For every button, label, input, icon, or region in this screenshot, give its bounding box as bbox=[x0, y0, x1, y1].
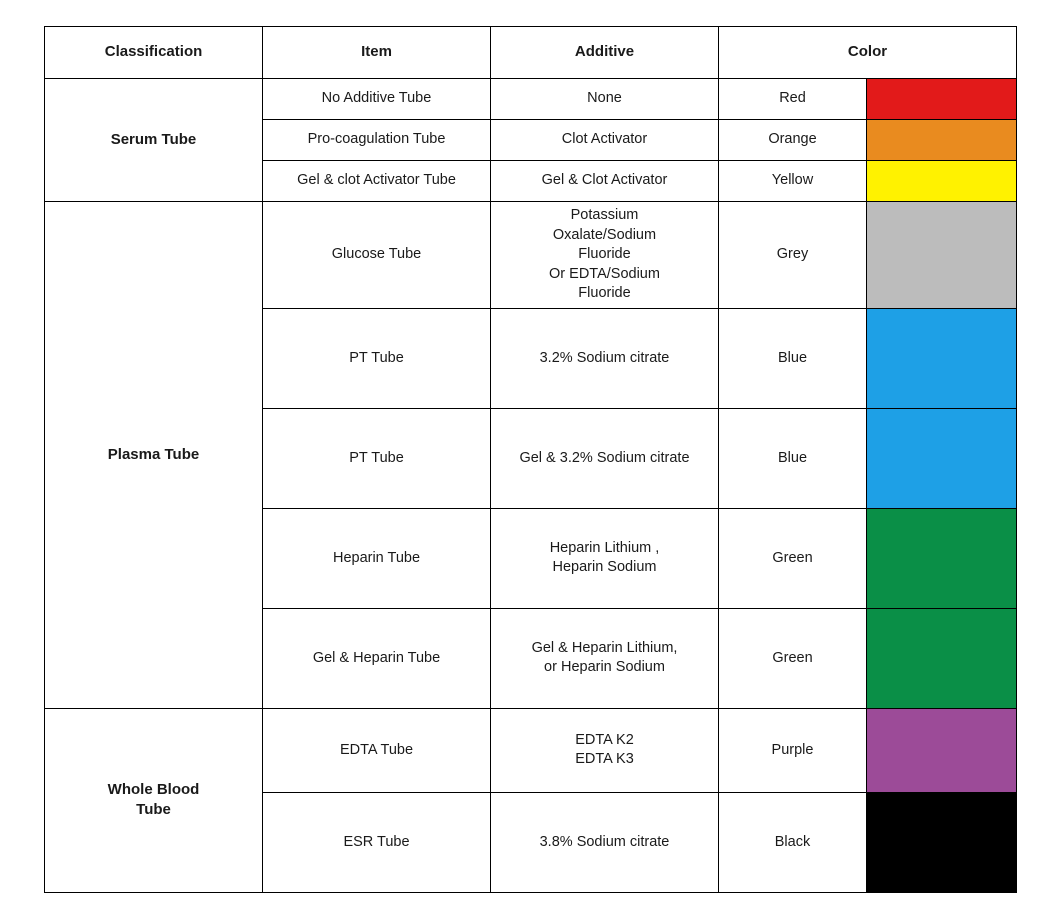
cell-item: Pro-coagulation Tube bbox=[263, 120, 491, 161]
cell-additive: None bbox=[491, 79, 719, 120]
cell-additive: Gel & 3.2% Sodium citrate bbox=[491, 408, 719, 508]
cell-additive: Heparin Lithium ,Heparin Sodium bbox=[491, 508, 719, 608]
table-row: Plasma Tube Glucose Tube PotassiumOxalat… bbox=[45, 202, 1017, 309]
table-row: Whole BloodTube EDTA Tube EDTA K2EDTA K3… bbox=[45, 708, 1017, 792]
cell-item: Gel & Heparin Tube bbox=[263, 608, 491, 708]
color-swatch bbox=[867, 120, 1017, 161]
cell-item: No Additive Tube bbox=[263, 79, 491, 120]
cell-color: Yellow bbox=[719, 161, 867, 202]
cell-item: ESR Tube bbox=[263, 792, 491, 892]
cell-color: Purple bbox=[719, 708, 867, 792]
cell-color: Black bbox=[719, 792, 867, 892]
cell-item: Heparin Tube bbox=[263, 508, 491, 608]
cell-item: PT Tube bbox=[263, 308, 491, 408]
cell-color: Grey bbox=[719, 202, 867, 309]
table-row: Serum Tube No Additive Tube None Red bbox=[45, 79, 1017, 120]
cell-additive: Gel & Heparin Lithium,or Heparin Sodium bbox=[491, 608, 719, 708]
classification-plasma: Plasma Tube bbox=[45, 202, 263, 709]
cell-color: Orange bbox=[719, 120, 867, 161]
cell-color: Green bbox=[719, 508, 867, 608]
classification-whole-blood: Whole BloodTube bbox=[45, 708, 263, 892]
color-swatch bbox=[867, 202, 1017, 309]
cell-item: PT Tube bbox=[263, 408, 491, 508]
cell-additive: Gel & Clot Activator bbox=[491, 161, 719, 202]
color-swatch bbox=[867, 708, 1017, 792]
tube-classification-table: Classification Item Additive Color Serum… bbox=[44, 26, 1017, 893]
table-header-row: Classification Item Additive Color bbox=[45, 27, 1017, 79]
cell-item: Gel & clot Activator Tube bbox=[263, 161, 491, 202]
cell-additive: Clot Activator bbox=[491, 120, 719, 161]
cell-color: Red bbox=[719, 79, 867, 120]
color-swatch bbox=[867, 608, 1017, 708]
color-swatch bbox=[867, 408, 1017, 508]
cell-color: Blue bbox=[719, 408, 867, 508]
cell-additive: PotassiumOxalate/SodiumFluorideOr EDTA/S… bbox=[491, 202, 719, 309]
color-swatch bbox=[867, 161, 1017, 202]
cell-color: Green bbox=[719, 608, 867, 708]
color-swatch bbox=[867, 508, 1017, 608]
classification-serum: Serum Tube bbox=[45, 79, 263, 202]
col-additive: Additive bbox=[491, 27, 719, 79]
color-swatch bbox=[867, 308, 1017, 408]
col-item: Item bbox=[263, 27, 491, 79]
cell-item: Glucose Tube bbox=[263, 202, 491, 309]
cell-additive: 3.2% Sodium citrate bbox=[491, 308, 719, 408]
col-color: Color bbox=[719, 27, 1017, 79]
cell-item: EDTA Tube bbox=[263, 708, 491, 792]
cell-additive: EDTA K2EDTA K3 bbox=[491, 708, 719, 792]
col-classification: Classification bbox=[45, 27, 263, 79]
color-swatch bbox=[867, 792, 1017, 892]
cell-additive: 3.8% Sodium citrate bbox=[491, 792, 719, 892]
cell-color: Blue bbox=[719, 308, 867, 408]
color-swatch bbox=[867, 79, 1017, 120]
